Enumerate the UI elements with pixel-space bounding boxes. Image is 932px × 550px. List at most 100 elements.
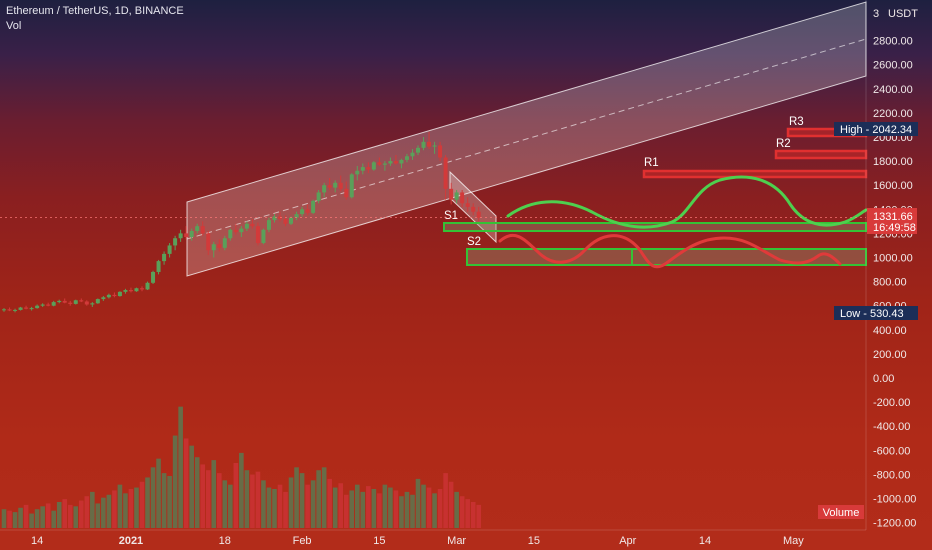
candle-body: [476, 211, 481, 218]
volume-bar: [156, 458, 161, 528]
candle-body: [449, 188, 454, 200]
candle-body: [311, 200, 316, 213]
candle-body: [140, 288, 144, 290]
volume-bar: [189, 445, 194, 528]
volume-bar: [112, 490, 117, 528]
volume-bar: [277, 484, 283, 528]
candle-body: [305, 209, 310, 213]
candle-body: [438, 145, 443, 158]
channel-layer: [186, 1, 867, 277]
candle-body: [471, 206, 476, 212]
candle-body: [24, 307, 29, 309]
candle-body: [443, 157, 448, 189]
volume-bar: [437, 489, 443, 528]
volume-bar: [101, 497, 106, 528]
volume-bar: [321, 467, 327, 528]
x-tick-label: 15: [373, 535, 385, 547]
volume-bar: [448, 481, 454, 528]
volume-bar: [283, 491, 288, 528]
support-label-s1: S1: [444, 210, 458, 222]
candle-body: [18, 307, 23, 310]
volume-bar: [183, 438, 189, 528]
volume-bar: [117, 484, 123, 528]
current-candle-timer: 16:49:58: [873, 222, 916, 234]
volume-bar: [161, 473, 167, 528]
volume-bar: [443, 473, 448, 528]
candle-layer: [2, 131, 481, 313]
candle-body: [128, 290, 133, 292]
candle-body: [57, 300, 62, 303]
candle-body: [322, 185, 327, 193]
channel-midline: [186, 38, 867, 240]
y-tick-label: 3: [873, 8, 879, 20]
volume-bar: [465, 499, 470, 528]
candle-body: [162, 253, 167, 262]
candle-body: [200, 226, 205, 234]
volume-bar: [294, 467, 299, 528]
candle-body: [211, 244, 216, 251]
volume-bar: [134, 487, 139, 528]
candle-body: [382, 163, 387, 165]
candle-body: [79, 300, 84, 302]
candle-body: [371, 162, 376, 170]
candle-body: [112, 294, 117, 297]
y-tick-label: -200.00: [873, 397, 910, 409]
volume-bar: [205, 470, 211, 528]
volume-indicator-label[interactable]: Vol: [6, 20, 22, 32]
x-tick-label: 18: [219, 535, 231, 547]
candle-body: [393, 161, 398, 164]
x-tick-label: Feb: [293, 535, 312, 547]
x-tick-label: Mar: [447, 535, 466, 547]
candle-body: [432, 145, 437, 147]
volume-bar: [360, 491, 366, 528]
symbol-title[interactable]: Ethereum / TetherUS, 1D, BINANCE: [6, 5, 184, 17]
y-tick-label: 2800.00: [873, 36, 913, 48]
y-tick-label: 0.00: [873, 373, 894, 385]
y-tick-label: -600.00: [873, 445, 910, 457]
candle-body: [46, 304, 51, 306]
volume-bar: [167, 476, 172, 528]
candle-body: [244, 223, 249, 229]
candle-body: [217, 244, 222, 248]
candle-body: [35, 305, 40, 309]
volume-bar: [123, 493, 128, 528]
volume-bar: [454, 491, 459, 528]
axis-layer: 2800.002600.002400.002200.002000.001800.…: [0, 8, 919, 547]
candle-body: [195, 226, 200, 231]
volume-bar: [388, 487, 393, 528]
volume-bar: [393, 490, 399, 528]
volume-bar: [200, 464, 206, 528]
volume-bar: [316, 470, 321, 528]
volume-bar: [371, 489, 377, 528]
resistance-label-r2: R2: [776, 138, 791, 150]
candle-body: [189, 230, 194, 238]
volume-bar: [67, 504, 73, 528]
volume-bar: [327, 478, 332, 528]
drawing-layer: R1 R2 R3 S1 S2: [443, 116, 868, 269]
candle-body: [228, 229, 233, 239]
volume-bar: [194, 457, 200, 528]
volume-bar: [90, 491, 95, 528]
candle-body: [399, 159, 404, 164]
volume-bar: [432, 493, 437, 528]
candle-body: [222, 238, 227, 248]
candle-body: [316, 192, 321, 201]
candle-body: [145, 282, 150, 290]
volume-bar: [476, 504, 482, 528]
candle-body: [349, 174, 354, 198]
candle-body: [62, 300, 67, 303]
candle-body: [73, 300, 78, 304]
y-tick-label: 800.00: [873, 277, 907, 289]
volume-bar: [377, 493, 382, 528]
y-tick-label: -1200.00: [873, 518, 916, 530]
volume-bar: [29, 513, 34, 528]
candle-body: [29, 308, 34, 310]
candle-body: [410, 152, 415, 157]
volume-bar: [12, 512, 18, 528]
support-label-s2: S2: [467, 236, 481, 248]
candle-body: [184, 233, 189, 238]
volume-bar: [399, 496, 404, 528]
volume-bar: [51, 510, 56, 528]
